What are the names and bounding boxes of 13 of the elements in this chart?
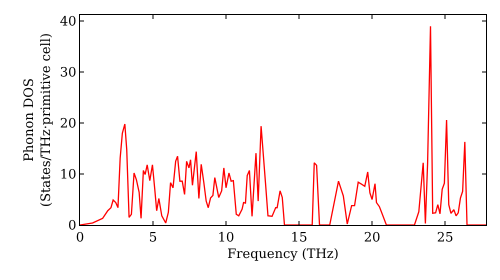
y-axis-title: Phonon DOS (States/THz·primitive cell) [22, 32, 54, 208]
y-tick-label: 0 [68, 218, 76, 234]
y-tick-label: 40 [60, 14, 76, 30]
y-tick-label: 20 [60, 116, 76, 132]
x-tick-label: 25 [436, 230, 454, 246]
line-series [80, 26, 486, 225]
x-tick-label: 20 [364, 230, 380, 246]
x-tick-label: 15 [290, 230, 308, 246]
x-axis-title: Frequency (THz) [227, 247, 339, 262]
y-tick-label: 30 [60, 66, 76, 81]
x-tick-label: 10 [218, 230, 234, 246]
y-tick-label: 10 [60, 168, 76, 183]
x-tick-label: 5 [148, 230, 158, 246]
